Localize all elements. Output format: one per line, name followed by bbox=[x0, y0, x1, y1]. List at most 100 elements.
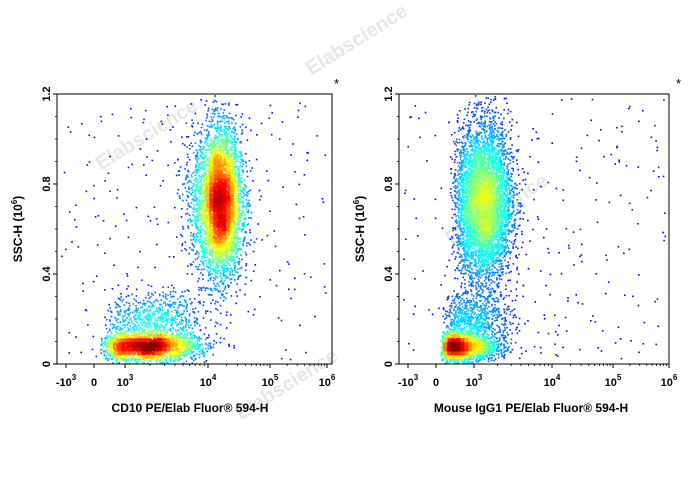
event-dot bbox=[204, 190, 206, 192]
event-dot bbox=[158, 306, 160, 309]
event-dot bbox=[94, 216, 97, 218]
event-dot bbox=[153, 301, 155, 303]
event-dot bbox=[273, 230, 276, 232]
event-dot bbox=[234, 186, 237, 189]
event-dot bbox=[207, 211, 210, 214]
event-dot bbox=[114, 225, 117, 227]
event-dot bbox=[199, 193, 202, 196]
event-dot bbox=[212, 264, 215, 267]
event-dot bbox=[227, 284, 229, 287]
event-dot bbox=[225, 327, 228, 329]
event-dot bbox=[214, 109, 217, 111]
event-dot bbox=[91, 348, 94, 351]
event-dot bbox=[187, 169, 189, 172]
event-dot bbox=[177, 298, 179, 300]
event-dot bbox=[172, 336, 175, 339]
event-dot bbox=[169, 327, 172, 330]
event-dot bbox=[210, 254, 213, 256]
event-dot bbox=[215, 147, 217, 150]
event-dot bbox=[216, 122, 219, 124]
event-dot bbox=[108, 357, 111, 360]
event-dot bbox=[254, 264, 257, 266]
event-dot bbox=[228, 149, 231, 151]
event-dot bbox=[198, 340, 201, 342]
event-dot bbox=[172, 126, 174, 128]
event-dot bbox=[182, 225, 184, 228]
event-dot bbox=[228, 257, 230, 259]
event-dot bbox=[227, 233, 230, 236]
event-dot bbox=[220, 249, 222, 252]
event-dot bbox=[244, 251, 247, 254]
event-dot bbox=[241, 165, 243, 168]
event-dot bbox=[146, 309, 148, 312]
event-dot bbox=[186, 346, 188, 349]
event-dot bbox=[184, 350, 187, 352]
event-dot bbox=[68, 211, 71, 213]
event-dot bbox=[173, 319, 176, 322]
event-dot bbox=[192, 172, 194, 175]
event-dot bbox=[165, 333, 168, 335]
event-dot bbox=[214, 302, 216, 305]
event-dot bbox=[109, 307, 111, 309]
event-dot bbox=[167, 319, 169, 322]
event-dot bbox=[213, 282, 215, 285]
event-dot bbox=[134, 324, 136, 326]
event-dot bbox=[159, 332, 162, 335]
event-dot bbox=[198, 253, 200, 255]
event-dot bbox=[229, 253, 231, 256]
event-dot bbox=[202, 175, 204, 177]
event-dot bbox=[200, 286, 202, 289]
event-dot bbox=[206, 265, 208, 268]
event-dot bbox=[161, 313, 163, 315]
event-dot bbox=[215, 333, 218, 335]
event-dot bbox=[192, 235, 194, 237]
event-dot bbox=[247, 210, 250, 213]
event-dot bbox=[166, 354, 168, 357]
event-dot bbox=[221, 117, 224, 119]
event-dot bbox=[195, 344, 198, 347]
event-dot bbox=[190, 337, 192, 339]
event-dot bbox=[202, 185, 205, 188]
event-dot bbox=[109, 190, 111, 192]
event-dot bbox=[185, 249, 187, 251]
event-dot bbox=[202, 351, 204, 354]
event-dot bbox=[105, 327, 108, 330]
event-dot bbox=[214, 113, 216, 115]
event-dot bbox=[217, 137, 220, 139]
event-dot bbox=[143, 362, 145, 365]
event-dot bbox=[192, 238, 195, 241]
event-dot bbox=[238, 213, 240, 216]
event-dot bbox=[154, 299, 157, 302]
event-dot bbox=[155, 359, 158, 362]
event-dot bbox=[145, 318, 148, 320]
event-dot bbox=[194, 240, 197, 242]
event-dot bbox=[232, 256, 234, 258]
event-dot bbox=[68, 331, 71, 334]
event-dot bbox=[205, 208, 208, 211]
event-dot bbox=[215, 307, 217, 310]
event-dot bbox=[202, 264, 205, 267]
event-dot bbox=[230, 257, 232, 259]
event-dot bbox=[189, 219, 192, 221]
event-dot bbox=[207, 198, 210, 201]
event-dot bbox=[71, 241, 73, 243]
event-dot bbox=[209, 258, 212, 261]
event-dot bbox=[206, 215, 208, 218]
event-dot bbox=[117, 357, 120, 360]
event-dot bbox=[137, 307, 139, 310]
event-dot bbox=[75, 336, 77, 338]
event-dot bbox=[198, 203, 200, 206]
event-dot bbox=[225, 292, 228, 294]
event-dot bbox=[197, 189, 200, 191]
event-dot bbox=[243, 205, 246, 208]
event-dot bbox=[232, 169, 234, 172]
event-dot bbox=[92, 280, 95, 283]
event-dot bbox=[188, 214, 191, 217]
event-dot bbox=[194, 253, 197, 255]
event-dot bbox=[140, 335, 142, 338]
event-dot bbox=[208, 210, 210, 212]
event-dot bbox=[119, 313, 121, 316]
event-dot bbox=[174, 206, 176, 209]
event-dot bbox=[205, 129, 208, 132]
event-dot bbox=[236, 133, 238, 135]
